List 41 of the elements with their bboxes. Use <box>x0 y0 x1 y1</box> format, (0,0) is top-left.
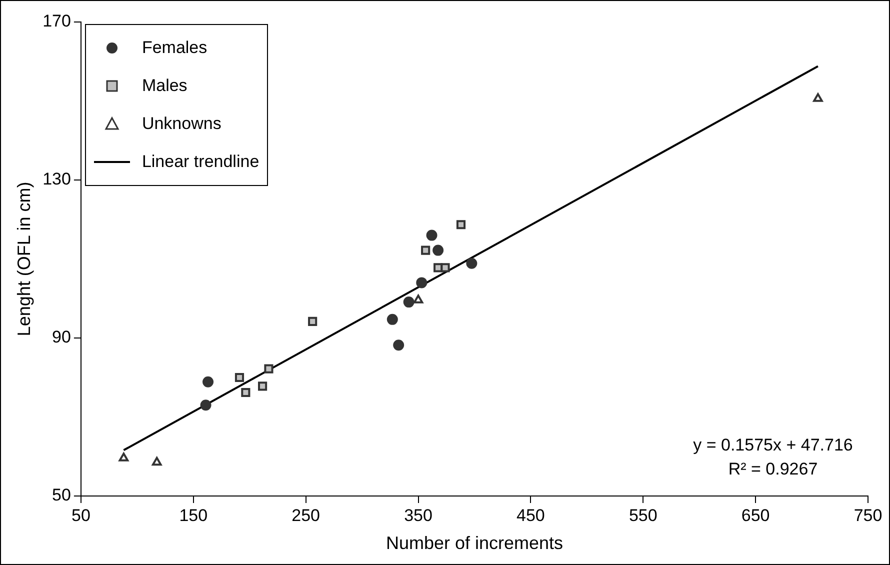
point <box>202 376 214 388</box>
point <box>241 388 250 398</box>
point <box>393 340 404 351</box>
point <box>456 220 466 230</box>
x-tick-label: 350 <box>404 506 432 525</box>
legend-label: Linear trendline <box>142 152 260 172</box>
x-tick-label: 150 <box>179 506 208 525</box>
point <box>386 314 398 325</box>
legend-label: Males <box>142 76 188 96</box>
annotation: y = 0.1575x + 47.716 <box>693 436 853 455</box>
point <box>426 230 438 241</box>
y-axis-title: Lenght (OFL in cm) <box>14 182 34 336</box>
x-tick-label: 50 <box>72 506 90 525</box>
point <box>403 296 414 308</box>
y-tick-label: 170 <box>42 12 71 31</box>
point <box>200 400 212 411</box>
x-tick-label: 450 <box>516 506 545 525</box>
point <box>264 364 274 374</box>
x-tick-label: 550 <box>628 506 658 525</box>
point <box>152 456 162 466</box>
x-tick-label: 750 <box>854 506 882 525</box>
annotation: R² = 0.9267 <box>728 460 818 479</box>
y-tick-label: 90 <box>52 328 71 347</box>
y-tick-label: 50 <box>52 486 71 505</box>
point <box>466 258 478 269</box>
y-tick-label: 130 <box>42 170 71 189</box>
point <box>440 263 450 272</box>
x-axis-title: Number of increments <box>386 533 564 554</box>
point <box>432 244 444 256</box>
point <box>258 382 268 391</box>
point <box>413 294 424 304</box>
point <box>416 277 428 288</box>
legend-label: Females <box>142 38 208 58</box>
point <box>308 316 318 326</box>
x-tick-label: 650 <box>741 506 770 525</box>
x-tick-label: 250 <box>292 506 320 525</box>
point <box>421 246 430 255</box>
point <box>118 452 129 462</box>
point <box>813 93 823 102</box>
point <box>234 372 244 382</box>
legend-label: Unknowns <box>142 114 222 134</box>
